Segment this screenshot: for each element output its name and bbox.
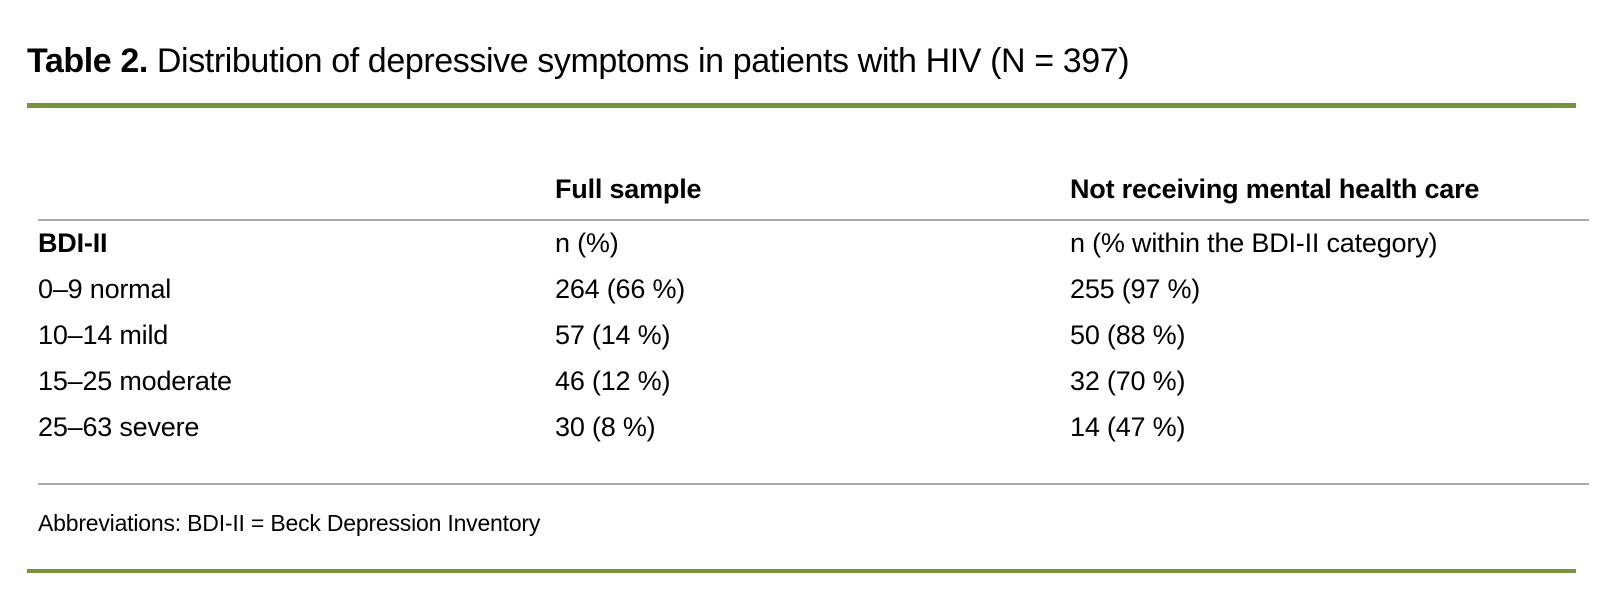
- cell-full-sample: 57 (14 %): [555, 319, 671, 350]
- abbreviations-footnote: Abbreviations: BDI-II = Beck Depression …: [38, 510, 541, 536]
- table-number: Table 2.: [27, 42, 148, 80]
- table-title: Table 2. Distribution of depressive sympt…: [27, 40, 1130, 82]
- cell-bdi-range: 15–25 moderate: [38, 365, 232, 396]
- table-caption: Distribution of depressive symptoms in p…: [156, 42, 1130, 80]
- cell-not-in-care: 32 (70 %): [1070, 365, 1186, 396]
- cell-full-sample: n (%): [555, 228, 619, 258]
- table-row: BDI-II n (%) n (% within the BDI-II cate…: [38, 220, 1589, 266]
- cell-bdi-label: BDI-II: [38, 228, 108, 258]
- cell-full-sample: 264 (66 %): [555, 273, 686, 304]
- top-accent-rule: [27, 103, 1576, 108]
- cell-not-in-care: 50 (88 %): [1070, 319, 1186, 350]
- cell-bdi-range: 10–14 mild: [38, 319, 169, 350]
- cell-bdi-range: 25–63 severe: [38, 411, 200, 442]
- cell-full-sample: 46 (12 %): [555, 365, 671, 396]
- table-row: 10–14 mild 57 (14 %) 50 (88 %): [38, 312, 1589, 358]
- table-container: Full sample Not receiving mental health …: [38, 160, 1589, 485]
- cell-not-in-care: n (% within the BDI-II category): [1070, 228, 1438, 258]
- header-full-sample: Full sample: [555, 160, 1070, 221]
- cell-full-sample: 30 (8 %): [555, 411, 656, 442]
- table-row: 25–63 severe 30 (8 %) 14 (47 %): [38, 404, 1589, 450]
- cell-not-in-care: 255 (97 %): [1070, 273, 1201, 304]
- bottom-accent-rule: [27, 569, 1576, 573]
- table-row: 15–25 moderate 46 (12 %) 32 (70 %): [38, 358, 1589, 404]
- table-header-row: Full sample Not receiving mental health …: [38, 160, 1589, 221]
- header-empty-cell: [38, 160, 555, 221]
- table-row: 0–9 normal 264 (66 %) 255 (97 %): [38, 266, 1589, 312]
- cell-bdi-range: 0–9 normal: [38, 273, 172, 304]
- cell-not-in-care: 14 (47 %): [1070, 411, 1186, 442]
- header-not-in-care: Not receiving mental health care: [1070, 160, 1589, 221]
- data-table: Full sample Not receiving mental health …: [38, 160, 1589, 450]
